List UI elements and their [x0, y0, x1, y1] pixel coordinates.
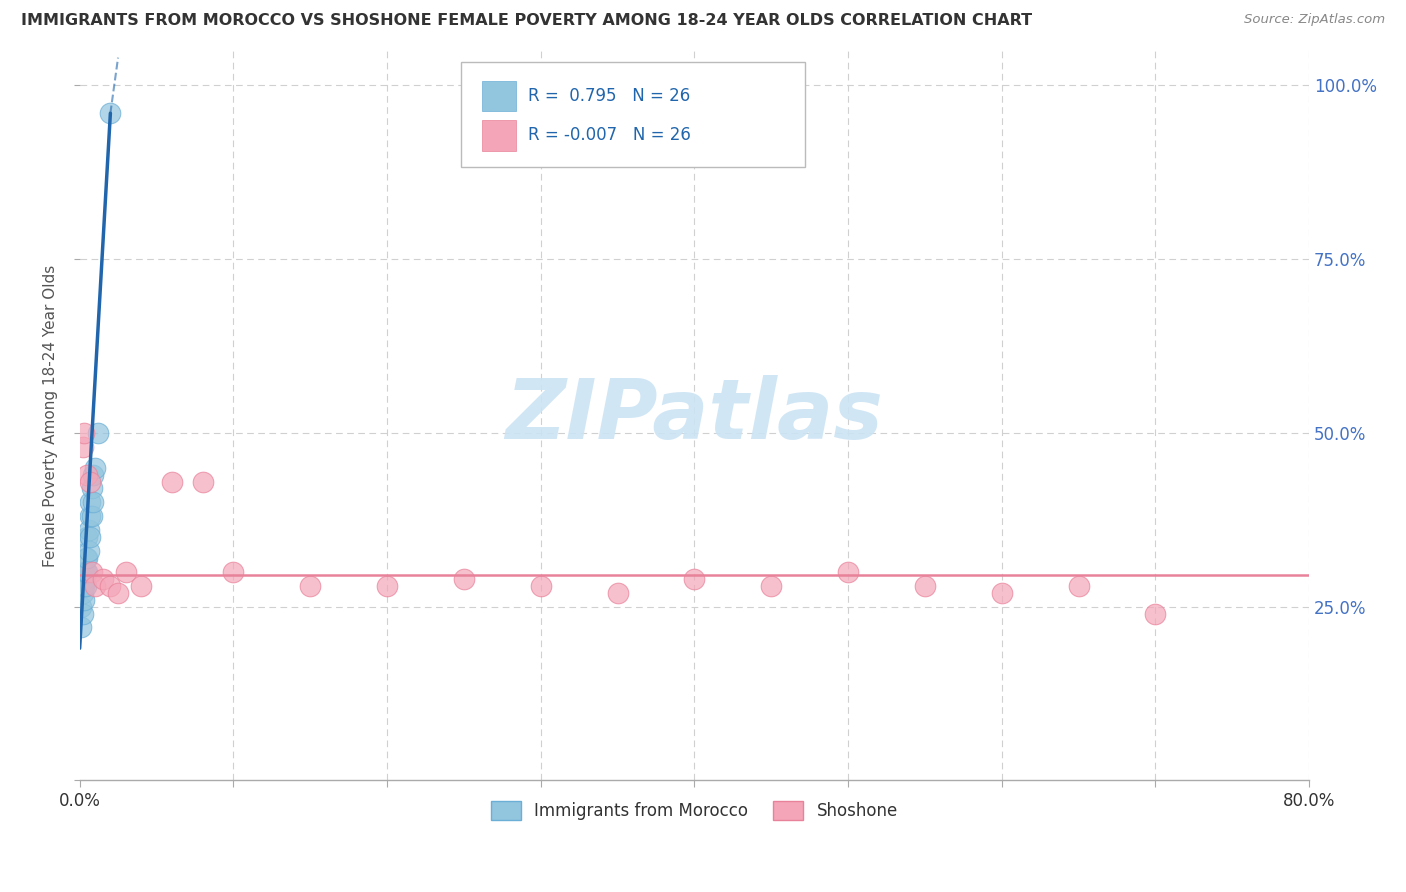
Point — [80, 565, 103, 579]
Point — [837, 565, 859, 579]
Point — [70, 620, 93, 634]
Point — [683, 572, 706, 586]
Point — [70, 599, 93, 614]
Point — [82, 495, 104, 509]
Point — [73, 425, 96, 440]
Point — [75, 579, 97, 593]
Point — [76, 467, 98, 482]
Point — [79, 509, 101, 524]
Point — [80, 509, 103, 524]
Point — [1067, 579, 1090, 593]
FancyBboxPatch shape — [482, 80, 516, 112]
Text: ZIPatlas: ZIPatlas — [505, 375, 883, 456]
Point — [914, 579, 936, 593]
Point — [82, 467, 104, 482]
Point — [76, 550, 98, 565]
Y-axis label: Female Poverty Among 18-24 Year Olds: Female Poverty Among 18-24 Year Olds — [44, 264, 58, 566]
Point — [79, 475, 101, 489]
Point — [72, 440, 94, 454]
Point — [191, 475, 214, 489]
Point — [160, 475, 183, 489]
Point — [80, 482, 103, 496]
Point — [100, 579, 122, 593]
Point — [72, 607, 94, 621]
Point — [87, 425, 110, 440]
Point — [84, 460, 107, 475]
Point — [606, 585, 628, 599]
Text: R = -0.007   N = 26: R = -0.007 N = 26 — [529, 127, 692, 145]
Point — [299, 579, 322, 593]
Point — [79, 530, 101, 544]
Point — [375, 579, 398, 593]
Text: IMMIGRANTS FROM MOROCCO VS SHOSHONE FEMALE POVERTY AMONG 18-24 YEAR OLDS CORRELA: IMMIGRANTS FROM MOROCCO VS SHOSHONE FEMA… — [21, 13, 1032, 29]
Legend: Immigrants from Morocco, Shoshone: Immigrants from Morocco, Shoshone — [484, 794, 904, 827]
Point — [73, 592, 96, 607]
Point — [73, 565, 96, 579]
Point — [79, 495, 101, 509]
Point — [222, 565, 245, 579]
Point — [76, 530, 98, 544]
FancyBboxPatch shape — [461, 62, 806, 168]
Point — [75, 565, 97, 579]
Point — [72, 585, 94, 599]
Point — [91, 572, 114, 586]
Point — [100, 106, 122, 120]
Point — [530, 579, 553, 593]
Point — [453, 572, 475, 586]
Point — [114, 565, 136, 579]
Point — [77, 544, 100, 558]
Point — [990, 585, 1012, 599]
Point — [129, 579, 152, 593]
Point — [77, 523, 100, 537]
Point — [84, 579, 107, 593]
Point — [75, 550, 97, 565]
Text: R =  0.795   N = 26: R = 0.795 N = 26 — [529, 87, 690, 105]
Point — [761, 579, 783, 593]
Point — [76, 565, 98, 579]
FancyBboxPatch shape — [482, 120, 516, 151]
Point — [1144, 607, 1167, 621]
Point — [107, 585, 129, 599]
Point — [73, 579, 96, 593]
Text: Source: ZipAtlas.com: Source: ZipAtlas.com — [1244, 13, 1385, 27]
Point — [72, 579, 94, 593]
